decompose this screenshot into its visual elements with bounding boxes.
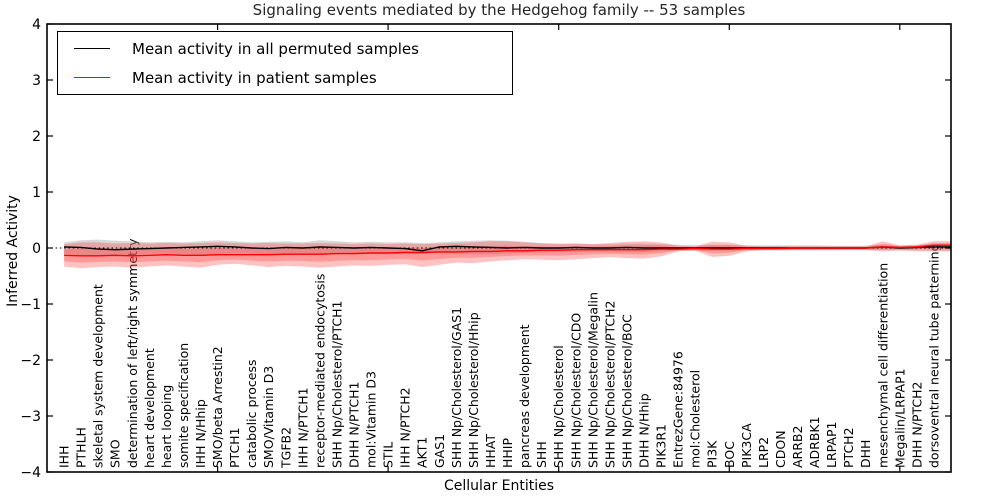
x-tick-label: TGFB2 [278, 427, 293, 469]
legend: Mean activity in all permuted samples Me… [57, 31, 513, 95]
x-tick-label: IHH N/PTCH1 [295, 387, 310, 468]
x-tick-label: somite specification [176, 343, 191, 468]
x-tick-label: ARRB2 [790, 426, 805, 468]
x-tick-label: heart looping [159, 385, 174, 468]
x-tick-label: PI3K [705, 440, 720, 468]
chart-title: Signaling events mediated by the Hedgeho… [252, 1, 746, 19]
x-tick-label: LRPAP1 [824, 422, 839, 468]
y-tick-label: −3 [20, 409, 41, 425]
x-tick-label: GAS1 [432, 434, 447, 468]
x-tick-label: mol:Cholesterol [688, 370, 703, 468]
legend-item-patient: Mean activity in patient samples [58, 65, 512, 91]
x-tick-label: SHH Np/Cholesterol/PTCH1 [330, 301, 345, 469]
x-tick-label: BOC [722, 441, 737, 468]
patient-line-sample [74, 77, 110, 78]
x-tick-label: SHH Np/Cholesterol/BOC [619, 314, 634, 468]
x-tick-label: DHH N/PTCH2 [909, 382, 924, 468]
x-tick-label: PTCH2 [841, 427, 856, 468]
x-tick-label: IHH N/Hhip [193, 399, 208, 468]
x-tick-label: SHH Np/Cholesterol [551, 345, 566, 468]
y-tick-label: −1 [20, 297, 41, 313]
y-tick-label: 2 [32, 129, 41, 145]
x-tick-label: ADRBK1 [807, 416, 822, 468]
x-tick-label: heart development [142, 348, 157, 468]
x-tick-label: SHH Np/Cholesterol/PTCH2 [602, 301, 617, 469]
x-tick-label: SHH Np/Cholesterol/Megalin [585, 292, 600, 468]
x-tick-label: skeletal system development [91, 284, 106, 468]
x-tick-label: LRP2 [756, 437, 771, 468]
y-tick-label: −4 [20, 465, 41, 481]
y-tick-label: 3 [32, 73, 41, 89]
x-axis-label: Cellular Entities [443, 478, 555, 494]
x-tick-label: catabolic process [244, 359, 259, 468]
x-tick-label: SHH [534, 441, 549, 468]
x-tick-label: pancreas development [517, 324, 532, 468]
x-tick-label: AKT1 [415, 437, 430, 468]
legend-label: Mean activity in all permuted samples [132, 39, 419, 58]
x-tick-label: STIL [381, 442, 396, 468]
x-tick-label: PIK3R1 [654, 424, 669, 468]
x-tick-label: dorsoventral neural tube patterning [926, 244, 941, 469]
y-tick-label: 4 [32, 17, 41, 33]
x-tick-label: determination of left/right symmetry [125, 238, 140, 468]
x-tick-label: SHH Np/Cholesterol/Hhip [466, 312, 481, 468]
permuted-line-sample [74, 48, 110, 49]
y-tick-label: 0 [32, 241, 41, 257]
x-tick-label: receptor-mediated endocytosis [312, 274, 327, 468]
y-tick-label: 1 [32, 185, 41, 201]
x-tick-label: SMO/beta Arrestin2 [210, 346, 225, 468]
x-tick-label: Megalin/LRPAP1 [892, 368, 907, 468]
x-tick-label: SMO [108, 439, 123, 468]
y-tick-label: −2 [20, 353, 41, 369]
x-tick-label: PTHLH [74, 427, 89, 468]
x-tick-label: DHH N/Hhip [637, 393, 652, 468]
x-tick-label: PIK3CA [739, 423, 754, 468]
x-tick-label: PTCH1 [227, 427, 242, 468]
x-tick-label: SHH Np/Cholesterol/CDO [568, 313, 583, 468]
series-line [64, 244, 951, 257]
x-tick-label: DHH N/PTCH1 [347, 382, 362, 468]
x-tick-label: SMO/Vitamin D3 [261, 366, 276, 468]
x-tick-label: IHH N/PTCH2 [398, 387, 413, 468]
x-tick-label: EntrezGene:84976 [671, 351, 686, 468]
x-tick-label: mesenchymal cell differentiation [875, 263, 890, 468]
x-tick-label: SHH Np/Cholesterol/GAS1 [449, 307, 464, 468]
legend-item-permuted: Mean activity in all permuted samples [58, 36, 512, 62]
x-tick-label: DHH [858, 440, 873, 468]
x-tick-label: HHIP [500, 438, 515, 468]
x-tick-label: HHAT [483, 434, 498, 468]
legend-label: Mean activity in patient samples [132, 68, 377, 87]
y-axis-label: Inferred Activity [5, 195, 21, 307]
x-tick-label: CDON [773, 430, 788, 468]
x-tick-label: IHH [57, 446, 72, 469]
x-tick-label: mol:Vitamin D3 [364, 371, 379, 468]
